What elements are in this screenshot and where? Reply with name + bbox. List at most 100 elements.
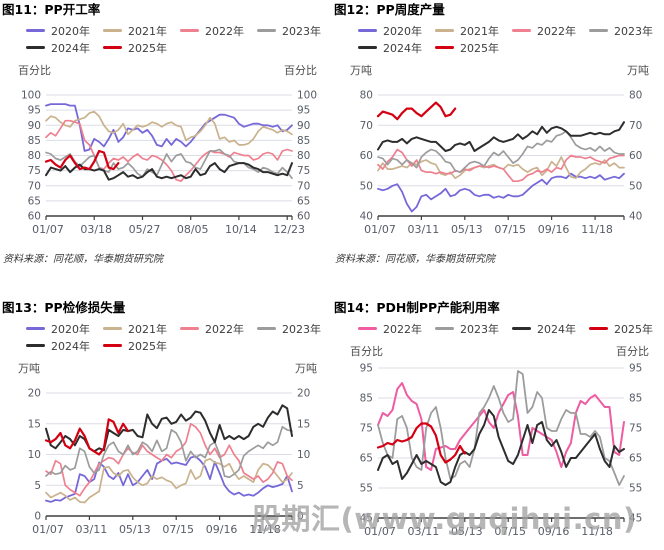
- legend-line-swatch: [103, 28, 122, 33]
- y-tick-label-right: 75: [629, 423, 642, 435]
- figure-14-pdh-pp-capacity-utilization: 图14：PDH制PP产能利用率 2022年 2023年 2024年 2025年 百分比…: [332, 298, 664, 550]
- legend-item-2021年: 2021年: [435, 23, 499, 39]
- legend-item-2020年: 2020年: [358, 23, 422, 39]
- series-line-2025年: [44, 418, 130, 456]
- x-tick-label: 11/18: [581, 223, 613, 236]
- legend-line-swatch: [512, 28, 531, 33]
- y-tick-label-right: 45: [629, 513, 642, 525]
- legend-item-2022年: 2022年: [358, 321, 422, 337]
- y-tick-label-right: 95: [297, 105, 310, 117]
- x-tick-label: 01/07: [32, 523, 64, 536]
- series-line-2023年: [45, 425, 293, 479]
- legend-line-swatch: [358, 45, 377, 50]
- y-tick-label-left: 50: [360, 180, 373, 192]
- y-tick-label-left: 55: [360, 483, 373, 495]
- figure-12-pp-weekly-output: 图12：PP周度产量 2020年 2021年 2022年 2023年 2024年 2025…: [332, 0, 664, 298]
- y-tick-label-right: 5: [297, 480, 304, 492]
- series-line-2023年: [377, 130, 625, 173]
- axis-units-row: 万吨 万吨: [0, 360, 332, 375]
- y-tick-label-right: 70: [629, 120, 642, 132]
- legend-line-swatch: [257, 28, 276, 33]
- figure-title: 图14：PDH制PP产能利用率: [334, 300, 500, 315]
- y-tick-label-left: 85: [28, 135, 41, 147]
- y-tick-label-left: 75: [360, 423, 373, 435]
- y-tick-label-right: 40: [629, 211, 642, 223]
- legend-item-2022年: 2022年: [512, 23, 576, 39]
- line-chart-pp-maintenance-loss: 0 0 5 5 10 10 15 15 20 20 01/07 03/11 05/13 07/15 09/1…: [28, 388, 311, 537]
- y-tick-label-left: 60: [360, 150, 373, 162]
- legend-line-swatch: [26, 45, 45, 50]
- x-tick-label: 07/15: [162, 523, 194, 536]
- y-tick-label-left: 40: [360, 211, 373, 223]
- legend-label: 2024年: [537, 322, 576, 336]
- source-note: 资料来源：同花顺，华泰期货研究院: [3, 254, 163, 265]
- series-line-2020年: [45, 455, 293, 503]
- figure-title: 图13：PP检修损失量: [2, 300, 126, 315]
- y-tick-label-right: 65: [297, 195, 310, 207]
- y-tick-label-left: 20: [28, 388, 41, 400]
- series-line-2023年: [377, 370, 625, 486]
- series-line-2024年: [45, 404, 293, 453]
- legend-label: 2022年: [205, 24, 244, 38]
- series-line-2022年: [377, 148, 625, 183]
- y-tick-label-right: 85: [297, 135, 310, 147]
- y-tick-label-left: 65: [360, 453, 373, 465]
- legend-line-swatch: [103, 45, 122, 50]
- legend-label: 2022年: [205, 322, 244, 336]
- legend-label: 2022年: [383, 322, 422, 336]
- x-tick-label: 09/16: [206, 523, 238, 536]
- legend-item-2023年: 2023年: [589, 23, 653, 39]
- legend-label: 2024年: [51, 339, 90, 353]
- legend-item-2023年: 2023年: [257, 23, 321, 39]
- legend-label: 2024年: [51, 41, 90, 55]
- y-tick-label-right: 80: [629, 90, 642, 102]
- y-tick-label-right: 20: [297, 388, 310, 400]
- y-tick-label-right: 60: [297, 211, 310, 223]
- line-chart-pp-weekly-output: 40 40 50 50 60 60 70 70 80 80 01/07 03/11 05/13 07/15…: [360, 90, 643, 237]
- unit-left-label: 万吨: [18, 362, 40, 375]
- legend-label: 2023年: [282, 322, 321, 336]
- y-tick-label-left: 65: [28, 195, 41, 207]
- y-tick-label-left: 95: [360, 363, 373, 375]
- legend-item-2022年: 2022年: [180, 23, 244, 39]
- legend-label: 2021年: [460, 24, 499, 38]
- y-tick-label-left: 45: [360, 513, 373, 525]
- legend-line-swatch: [180, 28, 199, 33]
- x-tick-label: 07/15: [494, 223, 526, 236]
- legend-item-2024年: 2024年: [26, 40, 90, 56]
- legend-line-swatch: [103, 326, 122, 331]
- legend-item-2023年: 2023年: [257, 321, 321, 337]
- figure-title: 图12：PP周度产量: [334, 2, 445, 17]
- y-tick-label-left: 70: [28, 180, 41, 192]
- legend-item-2024年: 2024年: [358, 40, 422, 56]
- legend-label: 2020年: [51, 322, 90, 336]
- series-line-2020年: [377, 172, 625, 213]
- legend-line-swatch: [589, 326, 608, 331]
- line-chart-pp-operating-rate: 60 60 65 65 70 70 75 75 80 80 85 85 90 90 95 95 100 100 01…: [21, 90, 317, 237]
- figure-11-pp-operating-rate: 图11：PP开工率 2020年 2021年 2022年 2023年 2024年 2025年…: [0, 0, 332, 298]
- legend-row: 2024年 2025年: [26, 337, 332, 354]
- legend-item-2022年: 2022年: [180, 321, 244, 337]
- legend-line-swatch: [103, 343, 122, 348]
- y-tick-label-left: 15: [28, 418, 41, 430]
- y-tick-label-right: 100: [297, 90, 317, 102]
- y-tick-label-left: 95: [28, 105, 41, 117]
- x-tick-label: 09/16: [538, 525, 570, 538]
- legend-line-swatch: [26, 343, 45, 348]
- legend-item-2020年: 2020年: [26, 321, 90, 337]
- legend-label: 2020年: [51, 24, 90, 38]
- legend-row: 2020年 2021年 2022年 2023年: [358, 22, 664, 39]
- y-tick-label-right: 95: [629, 363, 642, 375]
- x-tick-label: 01/07: [364, 525, 396, 538]
- y-tick-label-left: 100: [21, 90, 41, 102]
- legend-item-2025年: 2025年: [435, 40, 499, 56]
- legend-item-2025年: 2025年: [589, 321, 653, 337]
- y-tick-label-left: 5: [34, 480, 41, 492]
- unit-left-label: 百分比: [350, 345, 383, 358]
- y-tick-label-right: 15: [297, 418, 310, 430]
- unit-right-label: 万吨: [295, 362, 317, 375]
- series-line-2025年: [44, 149, 120, 171]
- y-tick-label-left: 70: [360, 120, 373, 132]
- series-line-2024年: [377, 409, 625, 486]
